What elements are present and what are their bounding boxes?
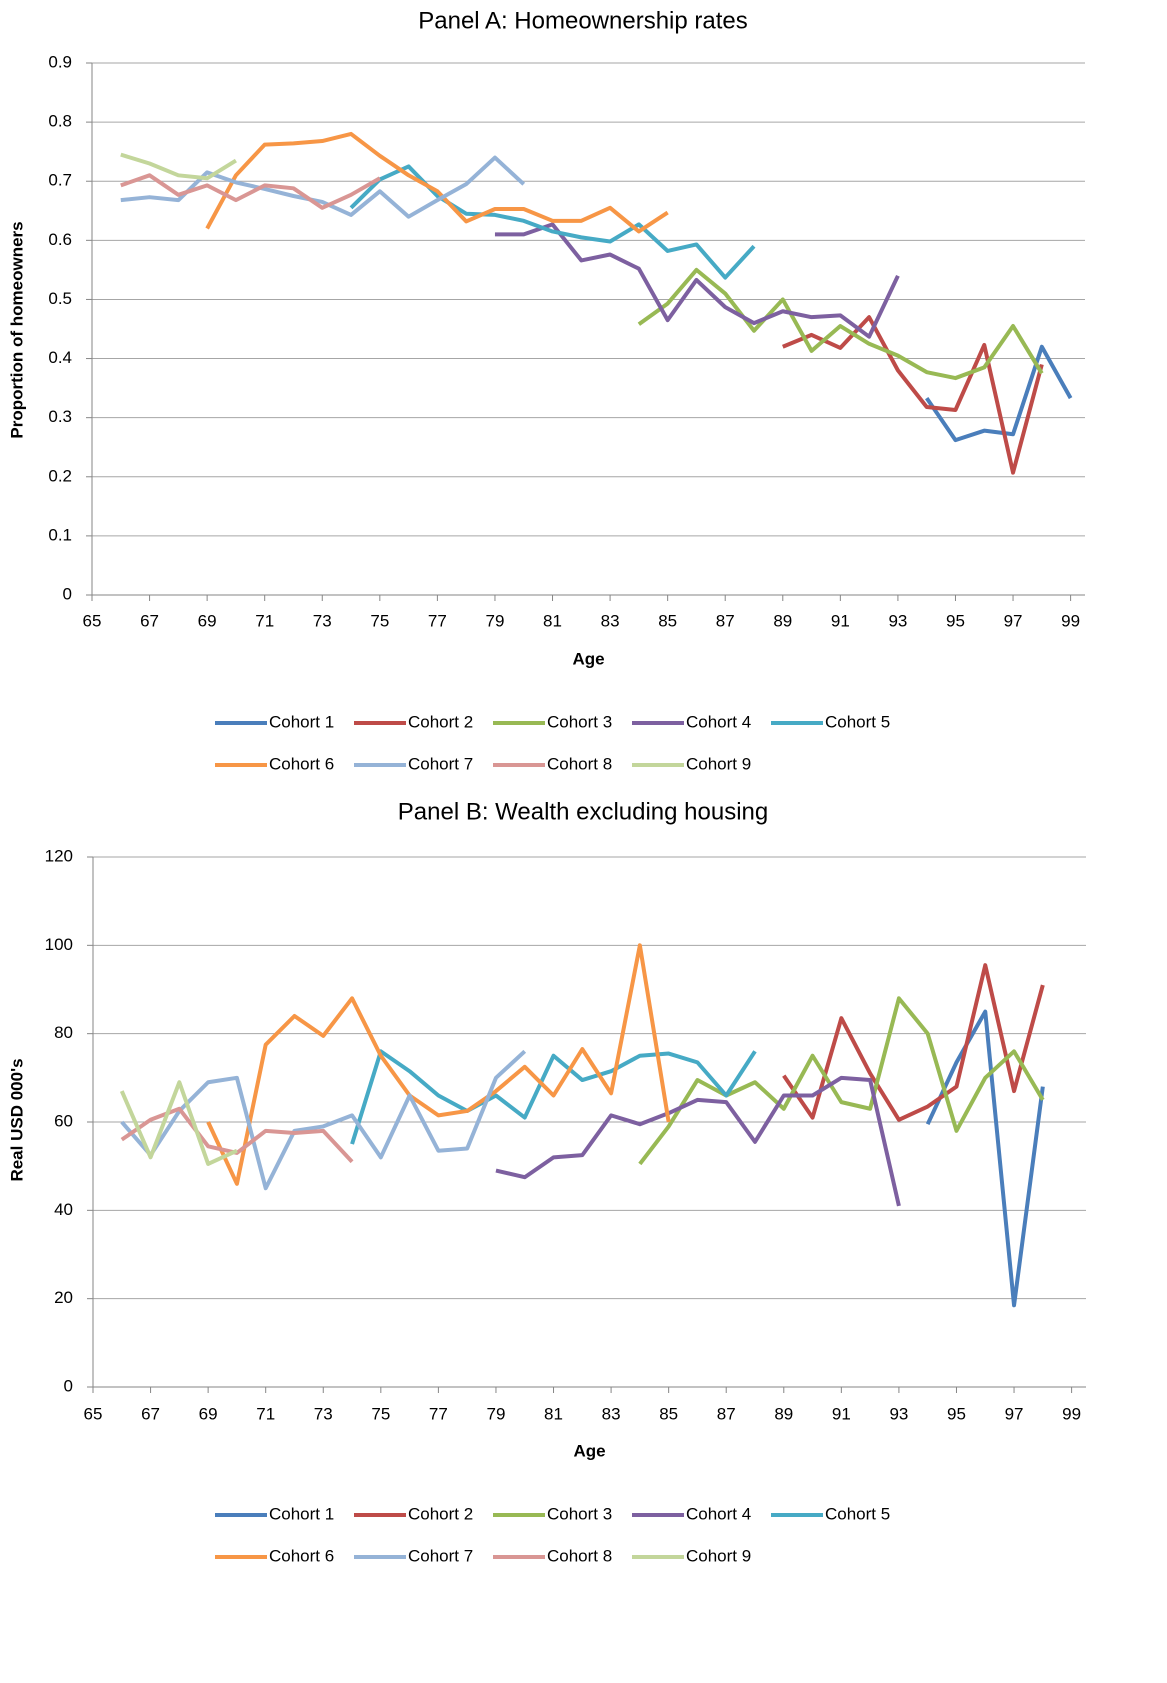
legend-label: Cohort 7 (408, 754, 473, 773)
x-tick-label: 83 (601, 611, 620, 630)
y-tick-label: 80 (54, 1023, 73, 1042)
chart-title: Panel B: Wealth excluding housing (398, 798, 768, 825)
legend-label: Cohort 6 (269, 1546, 334, 1565)
series-line (120, 1049, 527, 1191)
x-tick-label: 93 (888, 611, 907, 630)
series-line (782, 963, 1045, 1122)
series-line (925, 1009, 1045, 1308)
series-line (119, 1080, 238, 1166)
series-line (349, 164, 756, 280)
series-line (495, 1075, 901, 1207)
x-tick-label: 69 (198, 611, 217, 630)
legend-label: Cohort 8 (547, 1546, 612, 1565)
x-tick-label: 89 (774, 1404, 793, 1423)
x-tick-label: 91 (831, 611, 850, 630)
x-tick-label: 79 (486, 1404, 505, 1423)
x-tick-label: 65 (83, 611, 102, 630)
x-tick-label: 81 (543, 611, 562, 630)
x-tick-label: 95 (946, 611, 965, 630)
x-tick-label: 71 (255, 611, 274, 630)
legend-label: Cohort 9 (686, 754, 751, 773)
legend-label: Cohort 7 (408, 1546, 473, 1565)
series-line (120, 152, 237, 181)
series-line (782, 315, 1044, 475)
y-tick-label: 0.2 (48, 466, 72, 485)
legend-label: Cohort 3 (547, 712, 612, 731)
x-tick-label: 95 (947, 1404, 966, 1423)
y-tick-label: 100 (45, 935, 73, 954)
x-tick-label: 79 (485, 611, 504, 630)
y-tick-label: 120 (45, 846, 73, 865)
x-tick-label: 67 (141, 1404, 160, 1423)
x-tick-label: 83 (602, 1404, 621, 1423)
x-tick-label: 77 (428, 611, 447, 630)
x-tick-label: 99 (1061, 611, 1080, 630)
series-line (925, 344, 1073, 443)
x-tick-label: 67 (140, 611, 159, 630)
y-tick-label: 0.5 (48, 289, 72, 308)
x-tick-label: 71 (256, 1404, 275, 1423)
series-line (206, 943, 671, 1186)
x-tick-label: 69 (199, 1404, 218, 1423)
y-tick-label: 0.1 (48, 525, 72, 544)
y-tick-label: 0.9 (48, 52, 72, 71)
x-tick-label: 97 (1005, 1404, 1024, 1423)
x-tick-label: 65 (84, 1404, 103, 1423)
legend-label: Cohort 6 (269, 754, 334, 773)
x-tick-label: 85 (659, 1404, 678, 1423)
x-tick-label: 87 (716, 611, 735, 630)
series-line (350, 1049, 757, 1145)
legend-label: Cohort 3 (547, 1504, 612, 1523)
x-tick-label: 93 (889, 1404, 908, 1423)
y-tick-label: 0.4 (48, 348, 72, 367)
x-tick-label: 77 (429, 1404, 448, 1423)
legend-label: Cohort 4 (686, 712, 751, 731)
legend-label: Cohort 9 (686, 1546, 751, 1565)
legend-label: Cohort 4 (686, 1504, 751, 1523)
legend-label: Cohort 1 (269, 712, 334, 731)
series-line (638, 996, 1045, 1166)
y-tick-label: 20 (54, 1288, 73, 1307)
series-line (120, 1106, 354, 1164)
x-tick-label: 75 (371, 1404, 390, 1423)
legend-label: Cohort 8 (547, 754, 612, 773)
legend-label: Cohort 2 (408, 712, 473, 731)
y-tick-label: 0.8 (48, 112, 72, 131)
y-tick-label: 0.6 (48, 230, 72, 249)
legend-label: Cohort 1 (269, 1504, 334, 1523)
y-tick-label: 40 (54, 1200, 73, 1219)
y-tick-label: 0.7 (48, 171, 72, 190)
x-tick-label: 99 (1062, 1404, 1081, 1423)
y-axis-title: Real USD 000's (7, 1058, 26, 1181)
legend-label: Cohort 2 (408, 1504, 473, 1523)
y-tick-label: 0.3 (48, 407, 72, 426)
chart-title: Panel A: Homeownership rates (418, 7, 748, 34)
series-line (494, 222, 900, 339)
x-axis-title: Age (572, 649, 604, 668)
x-tick-label: 97 (1004, 611, 1023, 630)
y-axis-title: Proportion of homeowners (7, 221, 26, 438)
x-tick-label: 91 (832, 1404, 851, 1423)
legend-label: Cohort 5 (825, 1504, 890, 1523)
series-line (120, 173, 381, 210)
y-tick-label: 0 (64, 1376, 73, 1395)
y-tick-label: 0 (63, 584, 72, 603)
legend-label: Cohort 5 (825, 712, 890, 731)
series-line (205, 131, 669, 234)
x-tick-label: 81 (544, 1404, 563, 1423)
x-tick-label: 73 (314, 1404, 333, 1423)
x-tick-label: 75 (370, 611, 389, 630)
x-tick-label: 73 (313, 611, 332, 630)
y-tick-label: 60 (54, 1111, 73, 1130)
series-line (637, 267, 1044, 381)
x-tick-label: 89 (773, 611, 792, 630)
x-tick-label: 87 (717, 1404, 736, 1423)
x-tick-label: 85 (658, 611, 677, 630)
x-axis-title: Age (573, 1441, 605, 1460)
